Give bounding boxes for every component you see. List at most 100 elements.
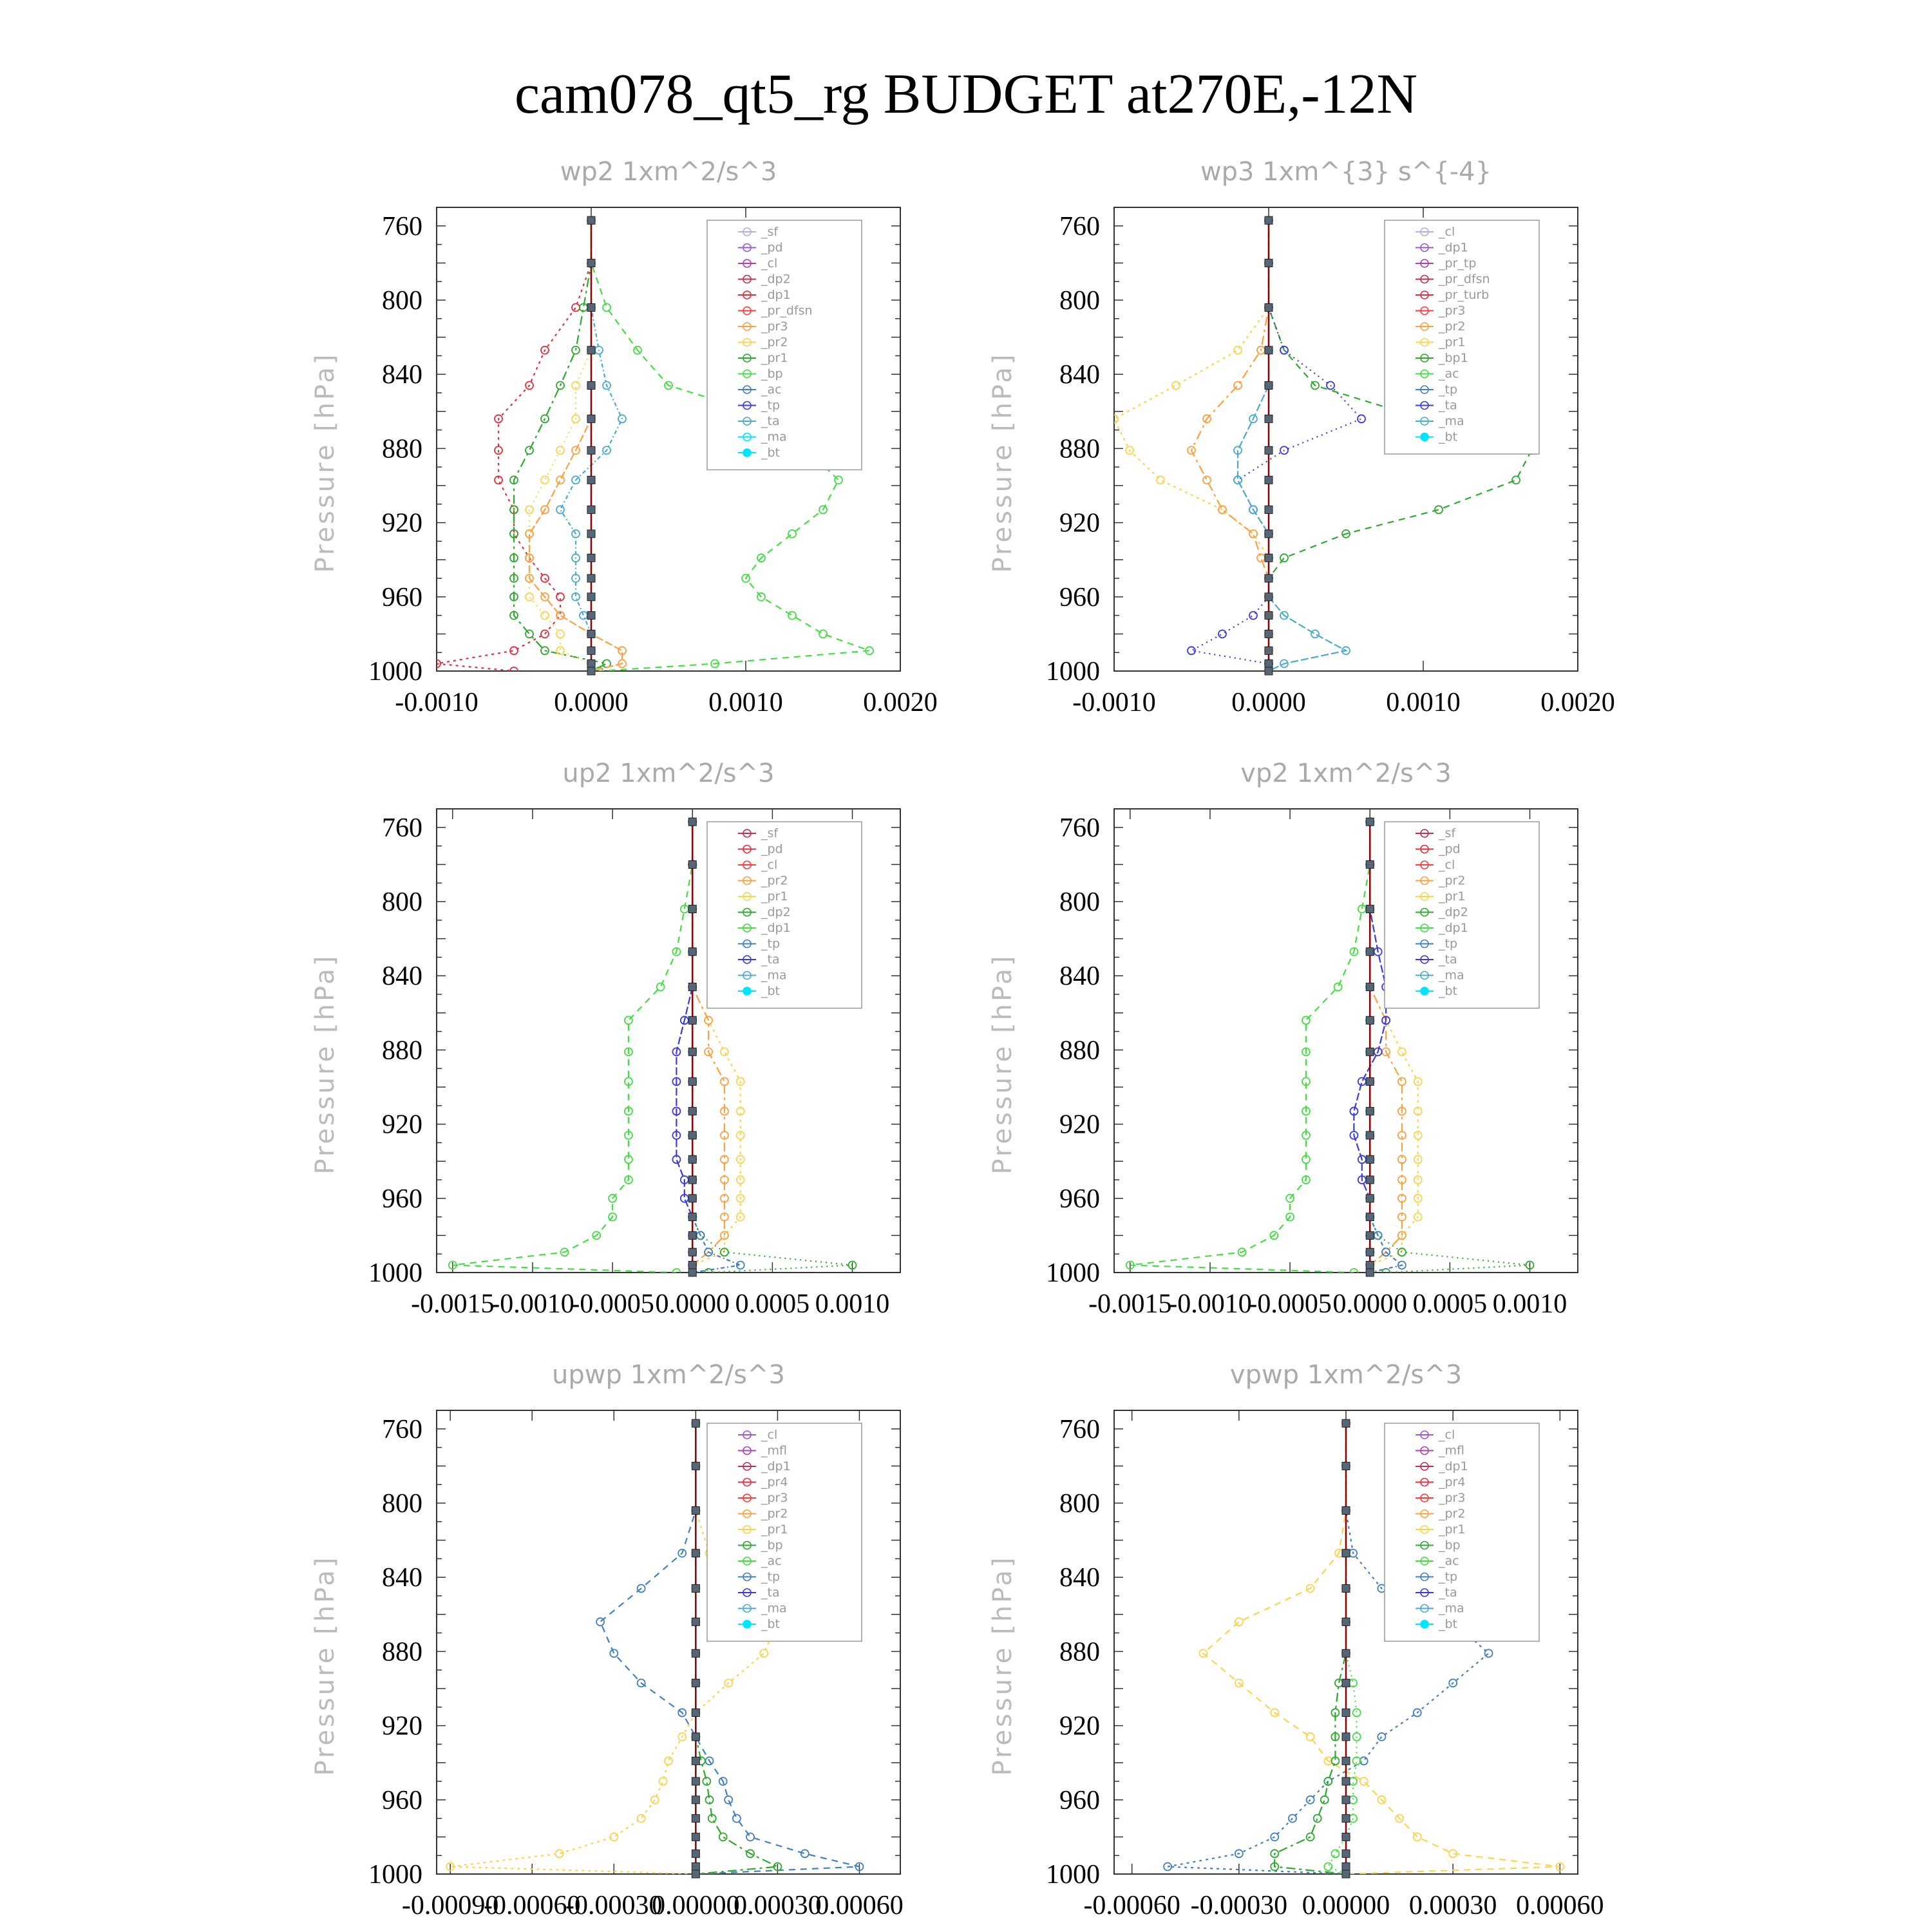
data-point-tp <box>724 1795 734 1804</box>
data-point-bp <box>633 345 642 355</box>
x-tick-label: 0.00000 <box>652 1891 740 1920</box>
data-point-pr2 <box>525 592 534 601</box>
data-point-dp1 <box>1285 1212 1295 1222</box>
data-point-pr1 <box>556 381 565 390</box>
y-tick-label: 1000 <box>1046 657 1100 687</box>
data-point-bp <box>788 611 797 620</box>
zero-marker <box>1365 947 1374 956</box>
panels: wp2 1xm^2/s^3 Pressure [hPa] 760 800 840 880 9… <box>310 157 1615 1920</box>
panel-6: vpwp 1xm^2/s^3 Pressure [hPa] 760 800 840 880… <box>988 1360 1604 1920</box>
series-line-pr3 <box>528 220 623 671</box>
legend-marker <box>1420 274 1429 284</box>
zero-marker <box>1365 1016 1374 1025</box>
legend-label: _pr1 <box>1438 336 1465 350</box>
data-point-ta <box>1187 646 1196 656</box>
zero-marker <box>688 1077 697 1086</box>
legend-marker <box>743 1604 752 1613</box>
y-tick-label: 840 <box>1059 961 1100 991</box>
data-point-dp1 <box>608 1193 618 1203</box>
data-point-pr2 <box>1218 505 1227 515</box>
zero-marker <box>1264 303 1273 312</box>
data-point-ta <box>1349 1130 1359 1140</box>
legend-marker <box>743 306 752 316</box>
data-point-dp1 <box>560 1247 569 1257</box>
legend-box <box>706 821 862 1009</box>
legend-marker <box>1420 401 1429 410</box>
data-point-dp1 <box>556 592 565 601</box>
data-point-ac <box>1352 1708 1361 1718</box>
plot-frame <box>436 1410 901 1875</box>
data-point-pr2 <box>1249 529 1258 538</box>
y-axis-label: Pressure [hPa] <box>310 352 340 573</box>
data-point-pr1 <box>1171 381 1180 390</box>
y-tick-label: 880 <box>1059 1637 1100 1667</box>
data-point-tp <box>746 1832 755 1842</box>
data-point-ta <box>571 529 580 538</box>
data-point-tp <box>636 1678 646 1688</box>
legend-label: _bt <box>761 984 780 998</box>
y-axis-label: Pressure [hPa] <box>310 954 340 1175</box>
zero-marker <box>691 1461 700 1470</box>
legend-marker <box>743 227 752 236</box>
zero-marker <box>1264 667 1273 676</box>
data-point-pr2 <box>571 414 580 424</box>
x-tick-label: -0.0005 <box>571 1289 654 1319</box>
data-point-pr1 <box>554 1849 564 1859</box>
data-point-bp1 <box>1434 505 1443 515</box>
zero-marker <box>1264 553 1273 562</box>
plot-frame <box>436 808 901 1273</box>
legend-label: _mfl <box>761 1444 787 1458</box>
data-point-pr2 <box>556 446 565 455</box>
zero-marker <box>691 1777 700 1786</box>
legend-marker <box>1420 385 1429 394</box>
legend-marker <box>1420 939 1429 949</box>
data-point-ta <box>556 505 565 515</box>
data-point-pr1 <box>658 1777 668 1786</box>
legend-label: _bp <box>1438 1539 1461 1553</box>
zero-marker <box>691 1814 700 1823</box>
y-tick-label: 800 <box>1059 887 1100 917</box>
data-point-pr1 <box>650 1795 659 1804</box>
data-point-pr2 <box>719 1106 729 1116</box>
y-tick-label: 960 <box>382 1786 422 1815</box>
x-tick-label: -0.0005 <box>1248 1289 1332 1319</box>
data-point-dp1 <box>540 629 549 639</box>
x-tick-label: -0.00030 <box>1191 1891 1288 1920</box>
legend-box <box>706 220 862 471</box>
data-point-pr3 <box>540 505 549 515</box>
data-point-tp <box>732 1814 741 1823</box>
data-point-pr1 <box>1125 446 1134 455</box>
x-tick-label: 0.00030 <box>1409 1891 1497 1920</box>
legend-box <box>706 1423 862 1642</box>
data-point-dp1 <box>540 345 549 355</box>
series-line-bp <box>1274 1423 1347 1874</box>
legend-label: _pr3 <box>761 319 788 334</box>
data-point-tp <box>1359 1756 1368 1766</box>
data-point-ma <box>1233 446 1242 455</box>
legend-label: _tp <box>761 1570 780 1584</box>
y-tick-label: 840 <box>382 360 422 390</box>
data-point-pr1 <box>1270 1708 1280 1718</box>
legend-label: _pr_dfsn <box>761 304 813 318</box>
data-point-dp2 <box>848 1260 857 1270</box>
legend-marker <box>743 417 752 426</box>
data-point-pr2 <box>719 1130 729 1140</box>
data-point-pr1 <box>1323 1756 1333 1766</box>
zero-marker <box>587 553 596 562</box>
legend-marker <box>1420 923 1429 933</box>
data-point-ta <box>1381 1016 1390 1025</box>
legend-marker <box>1420 227 1429 236</box>
data-point-pr1 <box>1448 1849 1458 1859</box>
zero-marker <box>1365 860 1374 869</box>
legend-marker <box>1420 432 1429 442</box>
data-point-dp1 <box>624 1175 633 1184</box>
data-point-tp <box>735 1260 745 1270</box>
panel-1: wp2 1xm^2/s^3 Pressure [hPa] 760 800 840 880 9… <box>310 157 938 717</box>
data-point-pr1 <box>509 574 518 583</box>
data-point-bp <box>702 1777 712 1786</box>
data-point-bp <box>1270 1862 1280 1871</box>
y-tick-label: 800 <box>382 1489 422 1519</box>
zero-marker <box>587 216 596 225</box>
data-point-pr1 <box>1413 1212 1423 1222</box>
zero-marker <box>1264 592 1273 601</box>
